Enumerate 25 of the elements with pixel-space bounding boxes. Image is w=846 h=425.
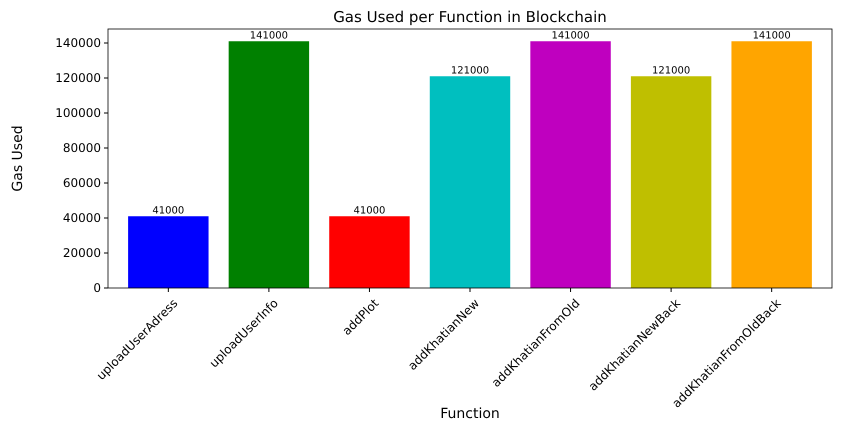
bar xyxy=(128,216,209,288)
bar xyxy=(630,76,712,288)
bar xyxy=(329,216,410,288)
data-label: 141000 xyxy=(250,30,288,42)
bar xyxy=(530,41,611,288)
data-label: 141000 xyxy=(551,30,590,42)
data-label: 41000 xyxy=(354,205,386,216)
y-tick-label: 100000 xyxy=(55,106,101,120)
bar xyxy=(430,76,510,288)
y-tick-label: 140000 xyxy=(55,36,101,50)
y-tick-label: 80000 xyxy=(62,141,101,156)
data-label: 121000 xyxy=(450,65,490,76)
y-tick-label: 40000 xyxy=(62,211,101,226)
y-tick-label: 20000 xyxy=(62,246,101,260)
y-tick-label: 120000 xyxy=(55,71,101,86)
bar xyxy=(228,41,310,288)
y-tick-label: 60000 xyxy=(62,176,101,190)
y-axis-title: Gas Used xyxy=(10,125,26,192)
bar xyxy=(731,41,812,288)
data-label: 141000 xyxy=(752,30,791,42)
x-axis-title: Function xyxy=(440,406,500,422)
y-tick-label: 0 xyxy=(93,281,101,296)
data-label: 121000 xyxy=(652,65,690,76)
data-label: 41000 xyxy=(152,205,184,216)
chart-title: Gas Used per Function in Blockchain xyxy=(333,8,607,26)
